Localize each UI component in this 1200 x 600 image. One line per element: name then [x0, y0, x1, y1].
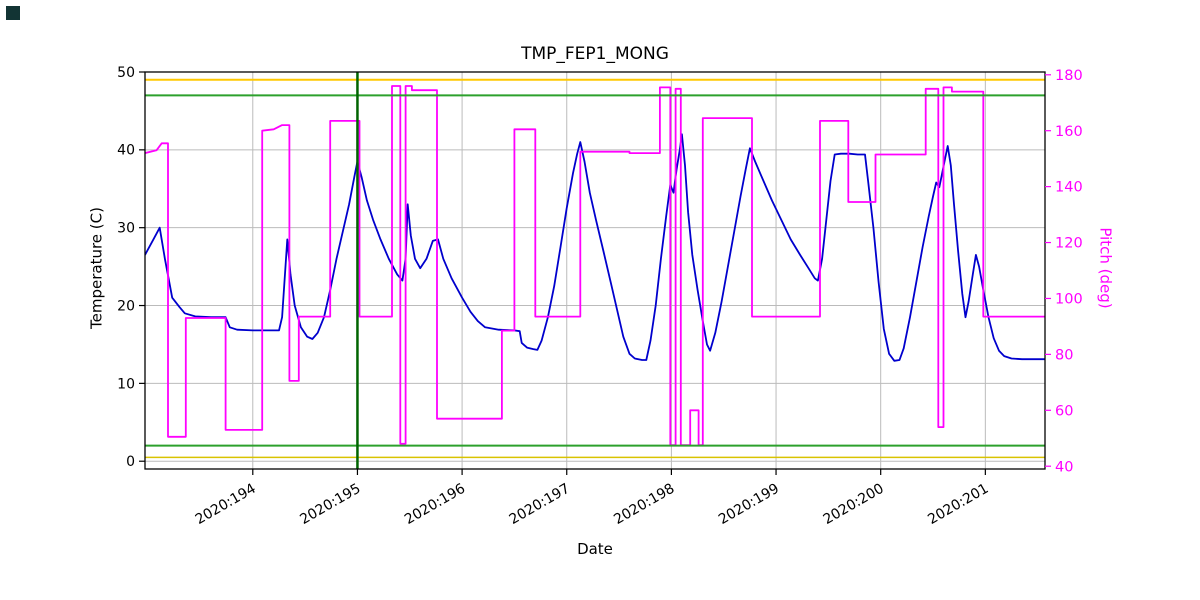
x-axis-tick-label: 2020:198 — [611, 481, 677, 528]
y-axis-left-tick-label: 50 — [117, 65, 135, 81]
y-axis-left-tick-label: 20 — [117, 298, 135, 314]
corner-marker — [6, 6, 20, 20]
x-axis-tick-label: 2020:195 — [297, 481, 363, 528]
y-axis-left-tick-label: 30 — [117, 221, 135, 237]
x-axis-tick-label: 2020:199 — [716, 481, 782, 528]
temperature-series-line — [145, 133, 1045, 362]
y-axis-right-tick-label: 160 — [1055, 124, 1083, 140]
y-axis-label-right: Pitch (deg) — [1096, 227, 1115, 309]
axes-spines — [144, 71, 1046, 470]
y-axis-right-tick-label: 60 — [1055, 403, 1073, 419]
x-axis-label: Date — [577, 540, 613, 558]
x-axis-tick-label: 2020:194 — [193, 481, 259, 528]
y-axis-left-tick-label: 0 — [126, 454, 135, 470]
chart-title: TMP_FEP1_MONG — [521, 44, 669, 64]
y-axis-right-tick-label: 100 — [1055, 292, 1083, 308]
x-axis-tick-label: 2020:201 — [925, 481, 991, 528]
y-axis-left-tick-label: 40 — [117, 143, 135, 159]
pitch-series-line — [145, 85, 1045, 447]
y-axis-label-left: Temperature (C) — [87, 207, 106, 329]
y-axis-right-tick-label: 180 — [1055, 68, 1083, 84]
x-axis-tick-label: 2020:200 — [821, 481, 887, 528]
y-axis-right-tick-label: 140 — [1055, 180, 1083, 196]
x-axis-tick-label: 2020:196 — [402, 481, 468, 528]
y-axis-right-tick-label: 80 — [1055, 347, 1073, 363]
y-axis-right-tick-label: 40 — [1055, 459, 1073, 475]
x-axis-tick-label: 2020:197 — [507, 481, 573, 528]
y-axis-left-tick-label: 10 — [117, 376, 135, 392]
y-axis-right-tick-label: 120 — [1055, 236, 1083, 252]
